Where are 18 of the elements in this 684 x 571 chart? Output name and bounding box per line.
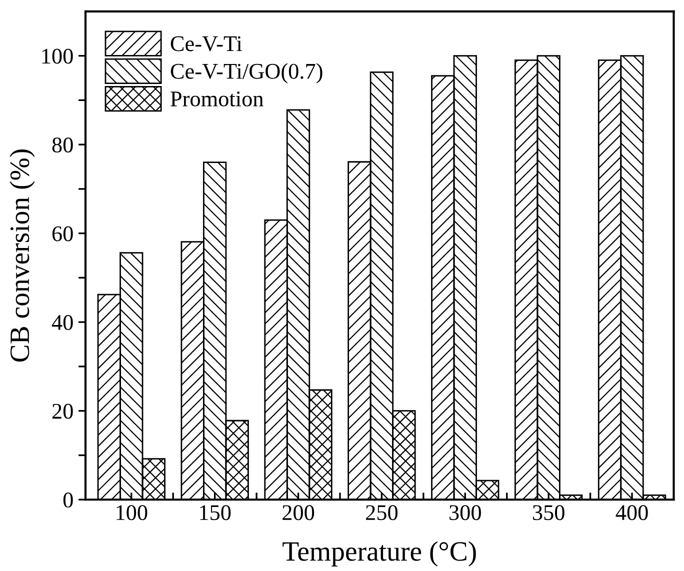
y-tick-label: 80 bbox=[52, 138, 73, 152]
legend-label: Ce-V-Ti/GO(0.7) bbox=[170, 63, 322, 84]
legend-label: Promotion bbox=[170, 92, 264, 106]
x-tick-label: 350 bbox=[532, 505, 564, 520]
y-tick-label: 40 bbox=[52, 315, 73, 330]
y-tick-label: 100 bbox=[42, 48, 73, 64]
y-tick-label: 0 bbox=[63, 492, 73, 508]
y-tick-label: 60 bbox=[52, 226, 73, 242]
x-tick-label: 300 bbox=[450, 505, 481, 520]
x-tick-label: 250 bbox=[366, 505, 398, 520]
x-tick-label: 400 bbox=[616, 505, 648, 520]
x-tick-label: 100 bbox=[116, 505, 148, 520]
x-tick-label: 200 bbox=[282, 505, 314, 520]
x-axis-title: Temperature (°C) bbox=[282, 541, 476, 566]
y-axis-title: CB conversion (%) bbox=[10, 150, 35, 362]
y-tick-label: 20 bbox=[52, 404, 73, 419]
legend-label: Ce-V-Ti bbox=[170, 36, 242, 52]
x-tick-label: 150 bbox=[200, 505, 231, 520]
